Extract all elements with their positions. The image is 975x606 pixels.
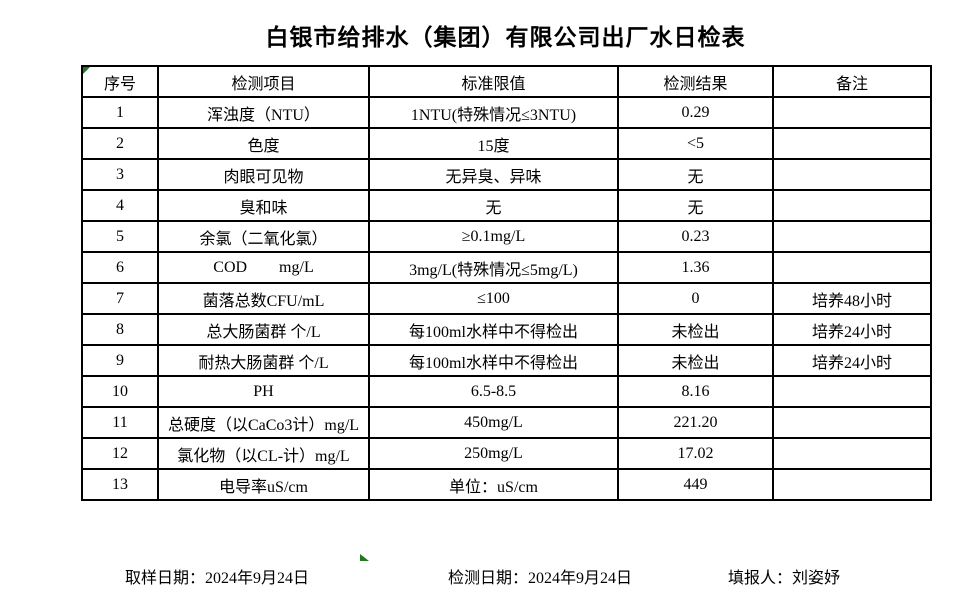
- serial-cell: 3: [81, 158, 159, 191]
- item-cell: 电导率uS/cm: [157, 468, 370, 501]
- item-cell: 色度: [157, 127, 370, 160]
- limit-cell: ≥0.1mg/L: [368, 220, 619, 253]
- limit-cell: 15度: [368, 127, 619, 160]
- result-cell: 未检出: [617, 313, 774, 346]
- limit-cell: 6.5-8.5: [368, 375, 619, 408]
- item-cell: PH: [157, 375, 370, 408]
- result-cell: 无: [617, 189, 774, 222]
- table-row: 1 浑浊度（NTU） 1NTU(特殊情况≤3NTU) 0.29: [81, 96, 932, 129]
- result-cell: <5: [617, 127, 774, 160]
- item-cell: 肉眼可见物: [157, 158, 370, 191]
- table-row: 9 耐热大肠菌群 个/L 每100ml水样中不得检出 未检出 培养24小时: [81, 344, 932, 377]
- serial-cell: 9: [81, 344, 159, 377]
- result-cell: 17.02: [617, 437, 774, 470]
- note-cell: [772, 468, 932, 501]
- table-header: 序号 检测项目 标准限值 检测结果 备注: [81, 65, 932, 98]
- item-cell: 总硬度（以CaCo3计）mg/L: [157, 406, 370, 439]
- serial-cell: 5: [81, 220, 159, 253]
- note-cell: [772, 375, 932, 408]
- result-cell: 未检出: [617, 344, 774, 377]
- limit-cell: 单位：uS/cm: [368, 468, 619, 501]
- limit-cell: 每100ml水样中不得检出: [368, 313, 619, 346]
- excel-error-marker-icon: [360, 554, 369, 561]
- table-row: 10 PH 6.5-8.5 8.16: [81, 375, 932, 408]
- excel-error-marker-icon: [84, 68, 90, 74]
- inspection-table: 序号 检测项目 标准限值 检测结果 备注 1 浑浊度（NTU） 1NTU(特殊情况≤…: [81, 65, 932, 501]
- test-date-label: 检测日期：2024年9月24日: [448, 570, 633, 587]
- result-cell: 0: [617, 282, 774, 315]
- header-item: 检测项目: [157, 65, 370, 98]
- table-row: 4 臭和味无无: [81, 189, 932, 222]
- footer: 取样日期：2024年9月24日 检测日期：2024年9月24日 填报人：刘姿妤: [0, 564, 975, 588]
- item-cell: 菌落总数CFU/mL: [157, 282, 370, 315]
- note-cell: [772, 127, 932, 160]
- limit-cell: 无异臭、异味: [368, 158, 619, 191]
- table-row: 11 总硬度（以CaCo3计）mg/L 450mg/L 221.20: [81, 406, 932, 439]
- header-row: 序号 检测项目 标准限值 检测结果 备注: [81, 65, 932, 98]
- note-cell: 培养24小时: [772, 313, 932, 346]
- serial-cell: 13: [81, 468, 159, 501]
- note-cell: [772, 251, 932, 284]
- note-cell: [772, 437, 932, 470]
- result-cell: 1.36: [617, 251, 774, 284]
- limit-cell: 每100ml水样中不得检出: [368, 344, 619, 377]
- limit-cell: 3mg/L(特殊情况≤5mg/L): [368, 251, 619, 284]
- limit-cell: 无: [368, 189, 619, 222]
- result-cell: 无: [617, 158, 774, 191]
- table-row: 8 总大肠菌群 个/L 每100ml水样中不得检出 未检出 培养24小时: [81, 313, 932, 346]
- serial-cell: 7: [81, 282, 159, 315]
- result-cell: 0.23: [617, 220, 774, 253]
- serial-cell: 6: [81, 251, 159, 284]
- serial-cell: 11: [81, 406, 159, 439]
- header-limit: 标准限值: [368, 65, 619, 98]
- table-body: 1 浑浊度（NTU） 1NTU(特殊情况≤3NTU) 0.29 2 色度 15度 <5 3 肉眼可…: [81, 96, 932, 501]
- note-cell: [772, 189, 932, 222]
- header-serial: 序号: [81, 65, 159, 98]
- sampling-date-label: 取样日期：2024年9月24日: [125, 570, 310, 587]
- limit-cell: 250mg/L: [368, 437, 619, 470]
- item-cell: 臭和味: [157, 189, 370, 222]
- table-row: 13 电导率uS/cm 单位：uS/cm 449: [81, 468, 932, 501]
- table-row: 6 COD mg/L 3mg/L(特殊情况≤5mg/L) 1.36: [81, 251, 932, 284]
- result-cell: 221.20: [617, 406, 774, 439]
- note-cell: 培养48小时: [772, 282, 932, 315]
- table-row: 12 氯化物（以CL-计）mg/L 250mg/L 17.02: [81, 437, 932, 470]
- header-note: 备注: [772, 65, 932, 98]
- item-cell: COD mg/L: [157, 251, 370, 284]
- limit-cell: ≤100: [368, 282, 619, 315]
- item-cell: 浑浊度（NTU）: [157, 96, 370, 129]
- item-cell: 耐热大肠菌群 个/L: [157, 344, 370, 377]
- limit-cell: 450mg/L: [368, 406, 619, 439]
- table-row: 3 肉眼可见物 无异臭、异味无: [81, 158, 932, 191]
- note-cell: [772, 158, 932, 191]
- item-cell: 余氯（二氧化氯）: [157, 220, 370, 253]
- serial-cell: 2: [81, 127, 159, 160]
- header-result: 检测结果: [617, 65, 774, 98]
- serial-cell: 10: [81, 375, 159, 408]
- result-cell: 449: [617, 468, 774, 501]
- serial-cell: 1: [81, 96, 159, 129]
- page-title: 白银市给排水（集团）有限公司出厂水日检表: [265, 25, 746, 50]
- table-row: 7 菌落总数CFU/mL ≤100 0 培养48小时: [81, 282, 932, 315]
- note-cell: 培养24小时: [772, 344, 932, 377]
- table-row: 2 色度 15度 <5: [81, 127, 932, 160]
- result-cell: 8.16: [617, 375, 774, 408]
- serial-cell: 8: [81, 313, 159, 346]
- note-cell: [772, 406, 932, 439]
- note-cell: [772, 220, 932, 253]
- table-row: 5 余氯（二氧化氯） ≥0.1mg/L 0.23: [81, 220, 932, 253]
- reporter-label: 填报人：刘姿妤: [728, 570, 841, 587]
- serial-cell: 12: [81, 437, 159, 470]
- serial-cell: 4: [81, 189, 159, 222]
- item-cell: 氯化物（以CL-计）mg/L: [157, 437, 370, 470]
- limit-cell: 1NTU(特殊情况≤3NTU): [368, 96, 619, 129]
- item-cell: 总大肠菌群 个/L: [157, 313, 370, 346]
- note-cell: [772, 96, 932, 129]
- result-cell: 0.29: [617, 96, 774, 129]
